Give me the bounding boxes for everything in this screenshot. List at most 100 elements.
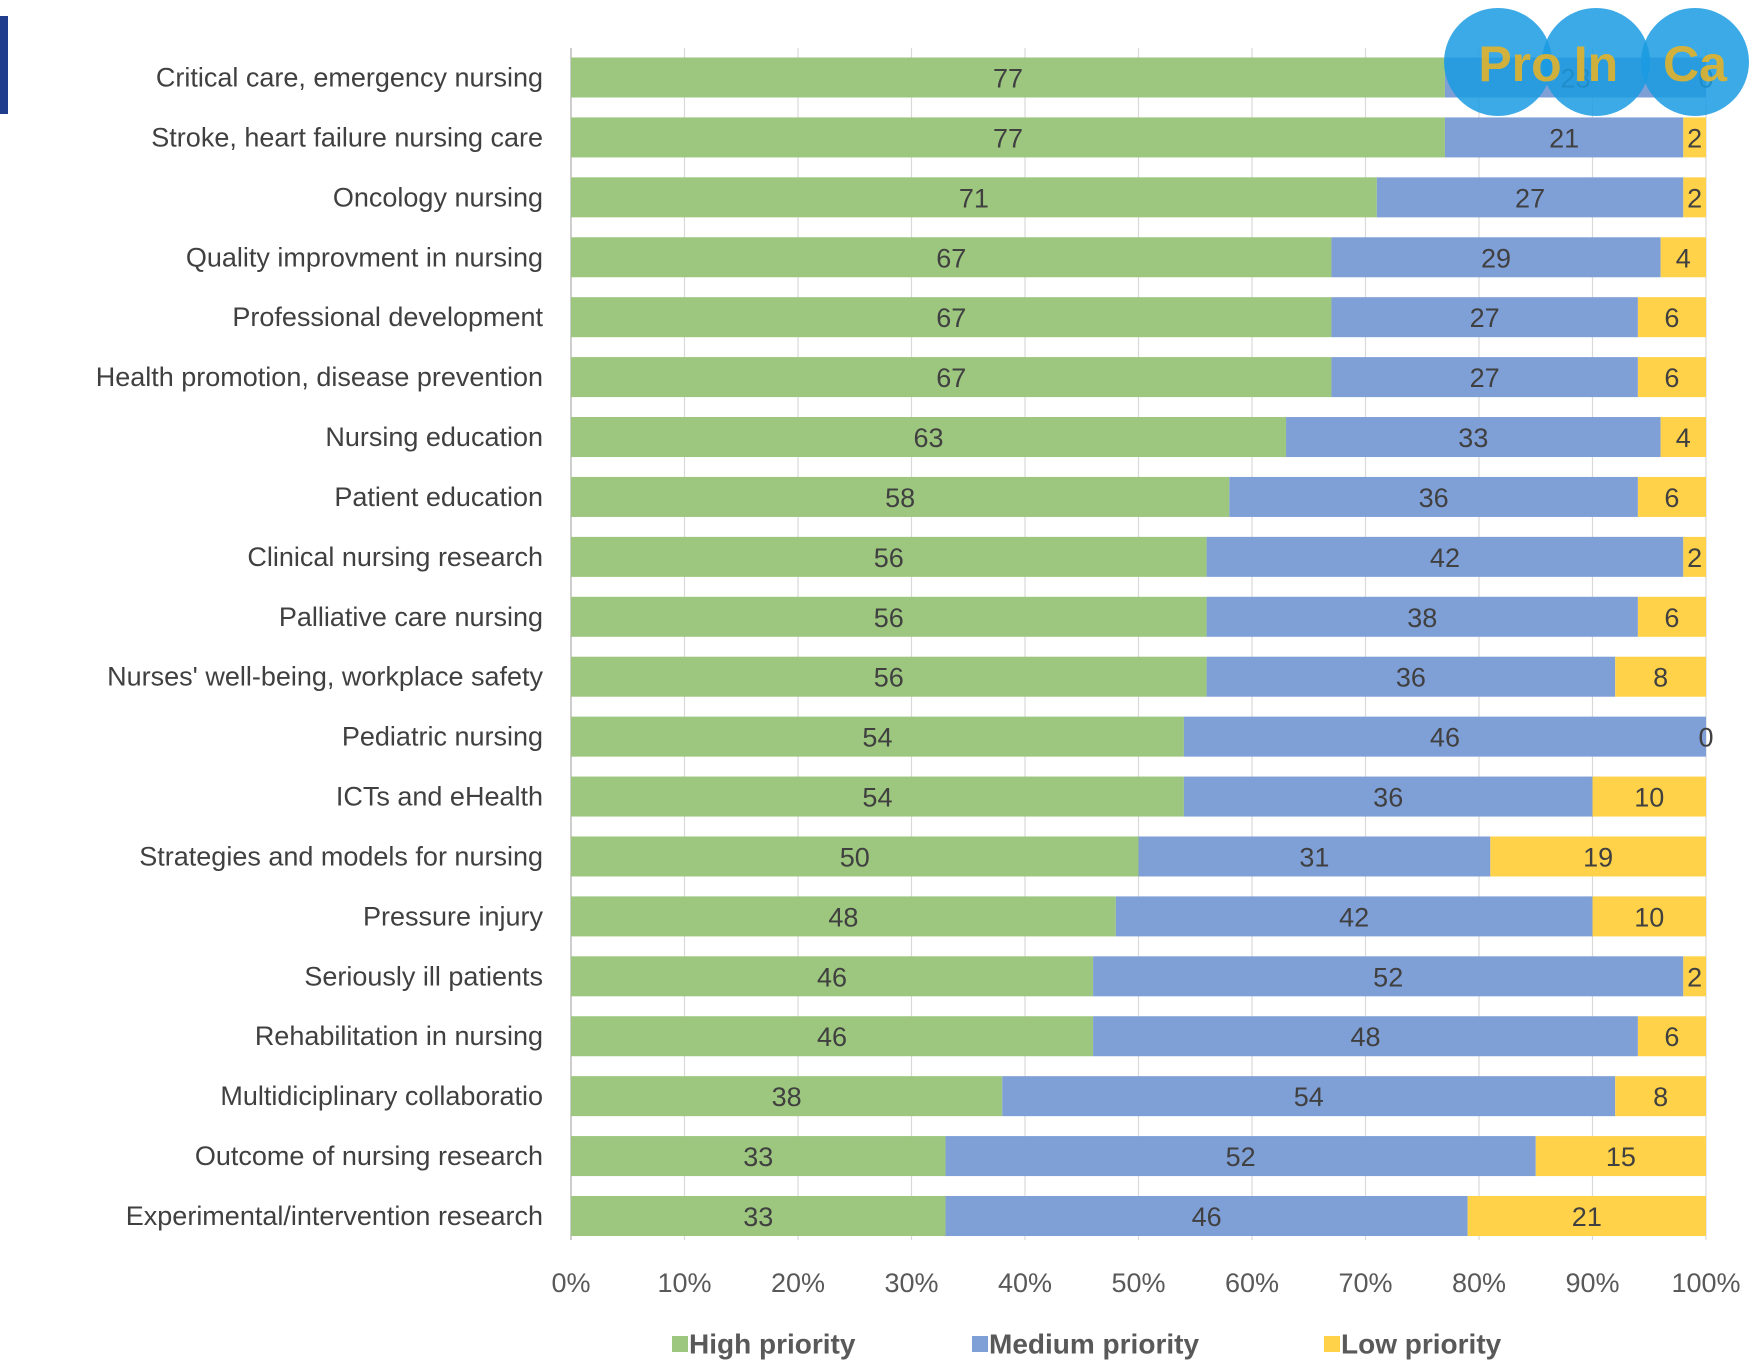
- bar-segment: [571, 956, 1094, 997]
- y-tick-label: Pediatric nursing: [342, 722, 543, 752]
- bar-segment: [1615, 656, 1706, 697]
- bar-segment: [571, 716, 1184, 757]
- x-tick-label: 70%: [1338, 1268, 1392, 1298]
- data-label: 6: [1664, 483, 1679, 513]
- x-tick-label: 90%: [1565, 1268, 1619, 1298]
- data-label: 63: [914, 423, 944, 453]
- x-tick-label: 100%: [1671, 1268, 1740, 1298]
- data-label: 56: [874, 603, 904, 633]
- data-label: 2: [1687, 183, 1702, 213]
- bar-segment: [571, 896, 1116, 937]
- bar-segment: [1637, 297, 1706, 338]
- data-label: 46: [817, 1022, 847, 1052]
- bar-segment: [571, 596, 1207, 637]
- bar-segment: [571, 357, 1332, 398]
- logo-circle: [1542, 8, 1650, 116]
- data-label: 46: [1430, 723, 1460, 753]
- y-tick-label: Strategies and models for nursing: [139, 841, 543, 871]
- data-label: 19: [1583, 842, 1613, 872]
- y-tick-label: Palliative care nursing: [279, 602, 543, 632]
- bar-segment: [1206, 656, 1616, 697]
- data-label: 4: [1676, 243, 1691, 273]
- data-label: 27: [1470, 303, 1500, 333]
- data-label: 21: [1549, 123, 1579, 153]
- y-tick-label: Patient education: [334, 482, 543, 512]
- bar-segment: [1490, 836, 1706, 877]
- bar-segment: [571, 836, 1139, 877]
- y-tick-label: Nurses' well-being, workplace safety: [107, 662, 543, 692]
- bar-segment: [1183, 776, 1593, 817]
- data-label: 67: [936, 303, 966, 333]
- bar-segment: [571, 417, 1287, 458]
- legend-label: High priority: [689, 1329, 856, 1360]
- y-tick-label: Nursing education: [325, 422, 543, 452]
- data-label: 48: [828, 902, 858, 932]
- logo-circle: [1641, 8, 1749, 116]
- bar-segment: [1683, 177, 1706, 218]
- y-tick-label: Stroke, heart failure nursing care: [151, 122, 543, 152]
- bar-segment: [1229, 476, 1638, 517]
- legend-label: Medium priority: [989, 1329, 1199, 1360]
- x-tick-label: 60%: [1225, 1268, 1279, 1298]
- data-label: 29: [1481, 243, 1511, 273]
- data-label: 56: [874, 663, 904, 693]
- data-label: 54: [1294, 1082, 1324, 1112]
- edge-accent: [0, 16, 8, 114]
- bar-segment: [571, 1136, 946, 1177]
- data-label: 8: [1653, 663, 1668, 693]
- data-label: 6: [1664, 363, 1679, 393]
- x-tick-label: 10%: [657, 1268, 711, 1298]
- y-tick-label: ICTs and eHealth: [336, 782, 543, 812]
- bar-segment: [1331, 297, 1638, 338]
- bar-segment: [571, 237, 1332, 278]
- x-tick-label: 40%: [998, 1268, 1052, 1298]
- x-tick-label: 80%: [1452, 1268, 1506, 1298]
- data-label: 67: [936, 363, 966, 393]
- bar-segment: [1002, 1076, 1616, 1117]
- y-tick-label: Quality improvment in nursing: [186, 242, 543, 272]
- bar-segment: [1683, 956, 1706, 997]
- bar-segment: [1683, 536, 1706, 577]
- bar-segment: [1660, 417, 1706, 458]
- bar-segment: [1331, 237, 1661, 278]
- data-label: 27: [1515, 183, 1545, 213]
- data-label: 33: [1458, 423, 1488, 453]
- bar-segment: [1138, 836, 1491, 877]
- y-tick-label: Health promotion, disease prevention: [96, 362, 543, 392]
- legend-swatch: [672, 1336, 688, 1352]
- x-tick-label: 30%: [884, 1268, 938, 1298]
- data-label: 52: [1226, 1142, 1256, 1172]
- bar-segment: [1592, 776, 1706, 817]
- x-tick-label: 0%: [551, 1268, 590, 1298]
- bar-segment: [571, 776, 1184, 817]
- data-label: 21: [1572, 1202, 1602, 1232]
- data-label: 52: [1373, 962, 1403, 992]
- data-label: 6: [1664, 603, 1679, 633]
- y-tick-label: Multidiciplinary collaboratio: [220, 1081, 543, 1111]
- data-label: 2: [1687, 543, 1702, 573]
- y-tick-label: Experimental/intervention research: [126, 1201, 543, 1231]
- data-label: 67: [936, 243, 966, 273]
- data-label: 36: [1396, 663, 1426, 693]
- data-label: 46: [817, 962, 847, 992]
- y-tick-label: Critical care, emergency nursing: [156, 63, 543, 93]
- data-label: 0: [1698, 723, 1713, 753]
- x-tick-label: 20%: [771, 1268, 825, 1298]
- data-label: 2: [1687, 123, 1702, 153]
- bar-segment: [1467, 1196, 1706, 1236]
- bar-segment: [571, 297, 1332, 338]
- bar-segment: [1206, 536, 1684, 577]
- data-label: 38: [1407, 603, 1437, 633]
- logo-circle: [1444, 8, 1552, 116]
- data-label: 38: [772, 1082, 802, 1112]
- bar-segment: [571, 177, 1377, 218]
- y-tick-label: Oncology nursing: [333, 182, 543, 212]
- data-label: 33: [743, 1202, 773, 1232]
- data-label: 4: [1676, 423, 1691, 453]
- data-label: 6: [1664, 1022, 1679, 1052]
- bar-segment: [1637, 1016, 1706, 1057]
- x-tick-label: 50%: [1111, 1268, 1165, 1298]
- legend-label: Low priority: [1341, 1329, 1502, 1360]
